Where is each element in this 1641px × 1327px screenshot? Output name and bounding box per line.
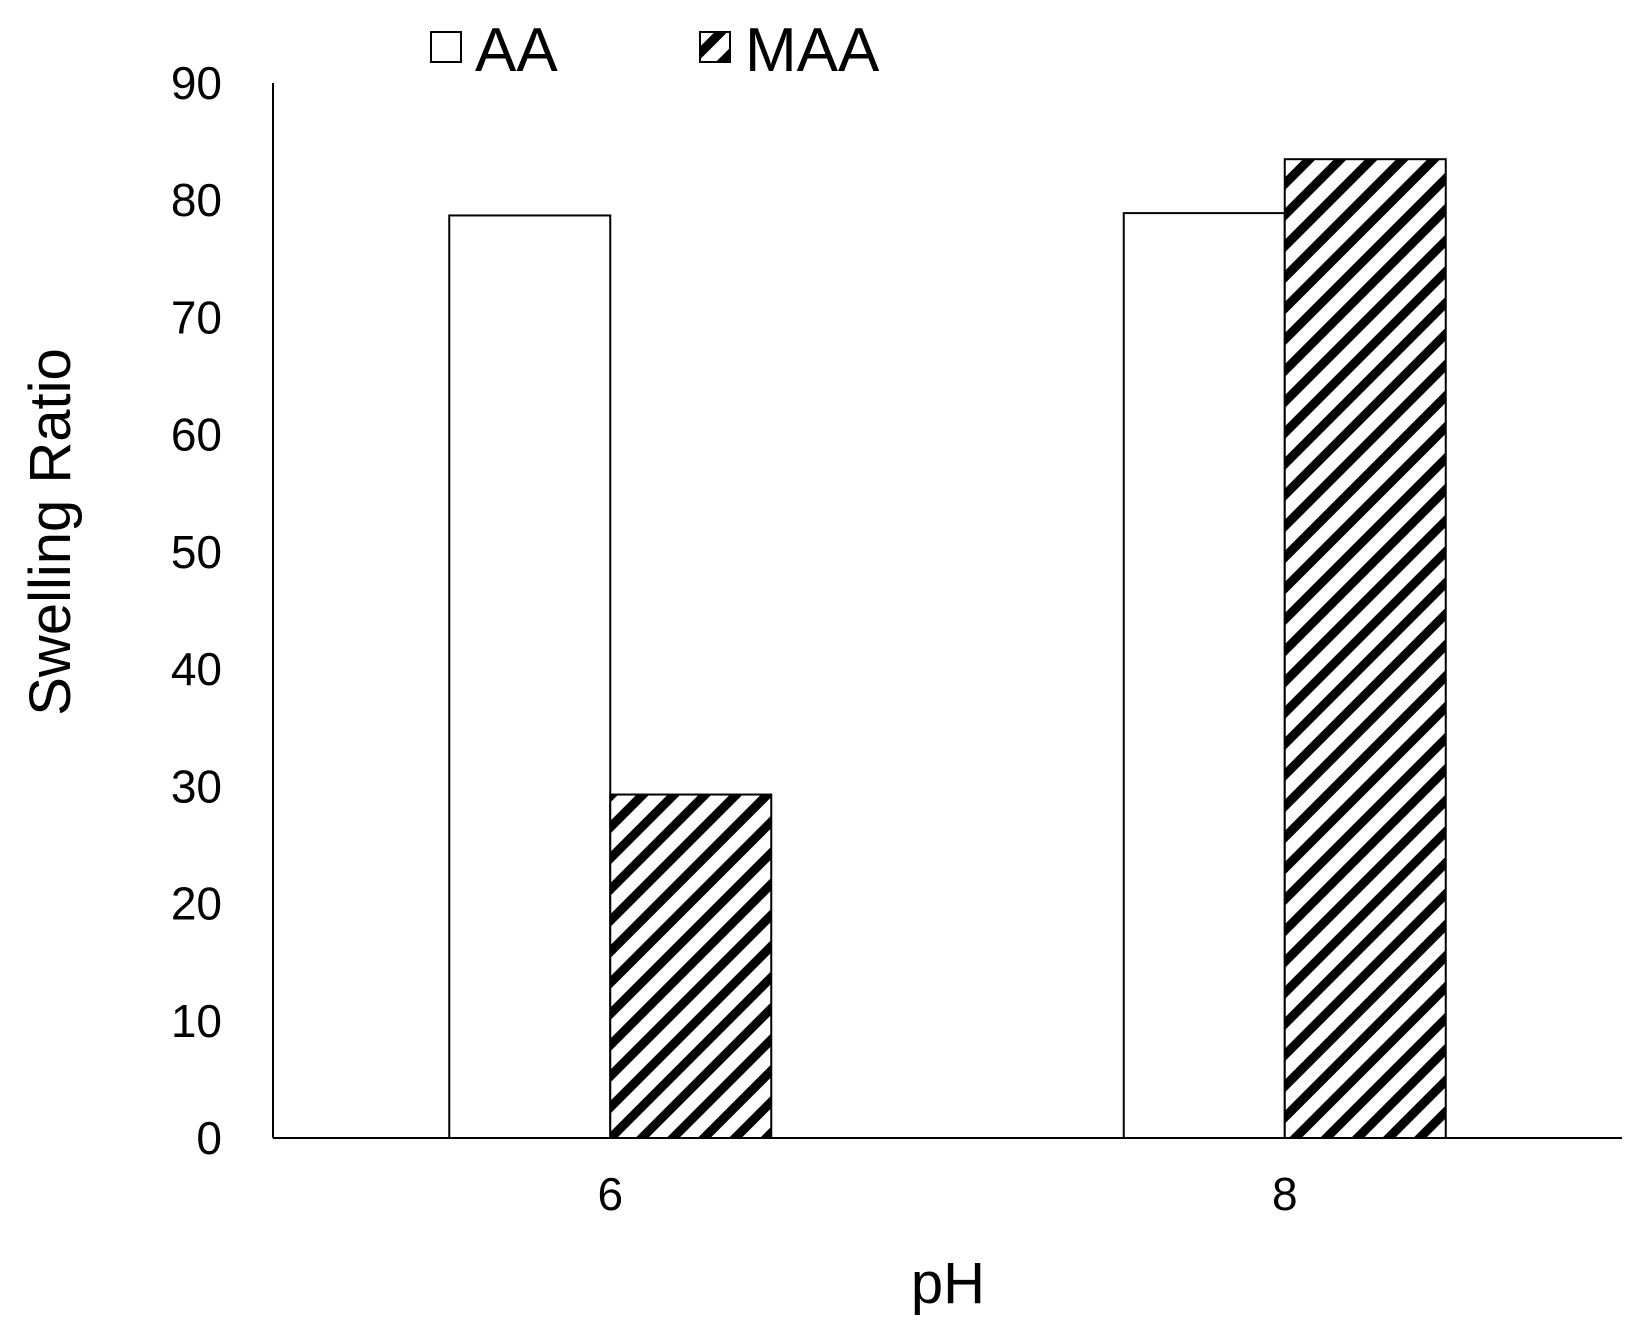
bar-maa-ph-6 bbox=[609, 793, 773, 1139]
legend-swatch-maa bbox=[699, 31, 731, 63]
y-tick-label: 80 bbox=[171, 174, 222, 226]
y-tick-label: 10 bbox=[171, 995, 222, 1047]
y-tick-label: 50 bbox=[171, 526, 222, 578]
x-axis-title: pH bbox=[911, 1251, 985, 1316]
y-tick-label: 40 bbox=[171, 643, 222, 695]
y-tick-labels: 0 10 20 30 40 50 60 70 80 90 bbox=[171, 57, 222, 1164]
bar-aa-ph-8 bbox=[1122, 212, 1286, 1140]
x-tick-label: 8 bbox=[1272, 1168, 1298, 1220]
legend: AA MAA bbox=[430, 16, 880, 85]
bars bbox=[448, 158, 1447, 1140]
x-tick-label: 6 bbox=[597, 1168, 623, 1220]
legend-swatch-aa bbox=[430, 31, 462, 63]
y-tick-label: 0 bbox=[196, 1112, 222, 1164]
y-tick-label: 90 bbox=[171, 57, 222, 109]
y-axis-title: Swelling Ratio bbox=[18, 348, 83, 716]
bar-maa-ph-8 bbox=[1283, 158, 1447, 1139]
y-tick-label: 60 bbox=[171, 409, 222, 461]
legend-label-aa: AA bbox=[475, 16, 558, 85]
y-tick-label: 70 bbox=[171, 291, 222, 343]
y-tick-label: 20 bbox=[171, 878, 222, 930]
bar-aa-ph-6 bbox=[448, 214, 612, 1139]
legend-label-maa: MAA bbox=[745, 16, 880, 85]
y-tick-label: 30 bbox=[171, 760, 222, 812]
